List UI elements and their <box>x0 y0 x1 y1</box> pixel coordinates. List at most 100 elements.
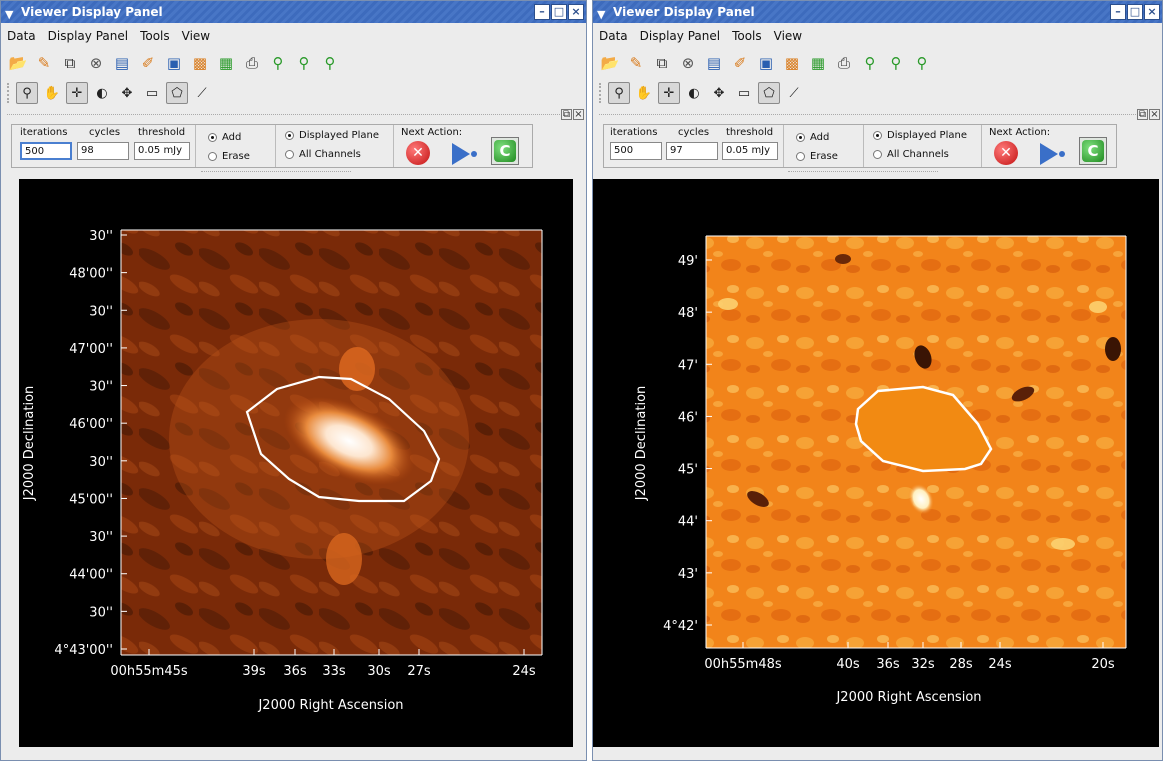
contrast-tool-icon[interactable]: ◐ <box>688 85 700 101</box>
position-tool-icon[interactable]: ✥ <box>713 85 725 101</box>
continue-clean-icon[interactable] <box>452 143 470 165</box>
dock-close-icon[interactable]: × <box>1149 109 1160 120</box>
print-icon[interactable]: ⎙ <box>837 54 850 72</box>
displayed-plane-radio-dot[interactable] <box>285 131 294 140</box>
toolbar-grip[interactable] <box>7 83 11 103</box>
float-icon[interactable]: ⧉ <box>1137 109 1148 120</box>
zoom-reset-icon[interactable]: ⚲ <box>916 54 928 72</box>
polyline-tool-icon[interactable]: ⟋ <box>197 85 207 101</box>
menu-tools[interactable]: Tools <box>140 29 170 43</box>
unload-icon[interactable]: ⊗ <box>89 54 103 72</box>
panel-options-icon[interactable]: ✐ <box>733 54 747 72</box>
iterations-field[interactable]: 500 <box>610 142 662 160</box>
all-channels-radio[interactable]: All Channels <box>285 149 361 160</box>
title-bar[interactable]: ▼ Viewer Display Panel – □ × <box>1 1 586 23</box>
all-channels-radio-dot[interactable] <box>873 150 882 159</box>
print-icon[interactable]: ⎙ <box>245 54 258 72</box>
zoom-out-icon[interactable]: ⚲ <box>890 54 902 72</box>
refresh-clean-icon[interactable]: C <box>491 137 519 165</box>
window-menu-icon[interactable]: ▼ <box>597 8 606 21</box>
polygon-region-icon[interactable]: ⬠ <box>166 82 188 104</box>
menu-display-panel[interactable]: Display Panel <box>639 29 721 43</box>
contrast-tool-icon[interactable]: ◐ <box>96 85 108 101</box>
open-folder-icon[interactable]: 📂 <box>600 54 620 72</box>
save-icon[interactable]: ▣ <box>758 54 774 72</box>
add-radio-dot[interactable] <box>208 133 217 142</box>
rectangle-region-icon[interactable]: ▭ <box>145 85 159 101</box>
stop-clean-icon[interactable]: ✕ <box>406 141 430 165</box>
maximize-icon[interactable]: □ <box>1127 4 1143 20</box>
erase-radio[interactable]: Erase <box>796 151 838 162</box>
displayed-plane-radio[interactable]: Displayed Plane <box>285 130 379 141</box>
dock-close-icon[interactable]: × <box>573 109 584 120</box>
polygon-region-icon[interactable]: ⬠ <box>758 82 780 104</box>
new-panel-icon[interactable]: ▤ <box>114 54 130 72</box>
erase-radio-dot[interactable] <box>208 152 217 161</box>
displayed-plane-radio[interactable]: Displayed Plane <box>873 130 967 141</box>
erase-radio[interactable]: Erase <box>208 151 250 162</box>
save-icon[interactable]: ▣ <box>166 54 182 72</box>
move-cross-icon[interactable]: ✛ <box>66 82 88 104</box>
adjust-wrench-icon[interactable]: ✎ <box>629 54 643 72</box>
threshold-label: threshold <box>138 127 186 138</box>
image-canvas[interactable]: 30'' 48'00'' 30'' 47'00'' 30'' 46'00'' 30'' 45'… <box>19 179 573 747</box>
zoom-tool-icon[interactable]: ⚲ <box>16 82 38 104</box>
minimize-icon[interactable]: – <box>534 4 550 20</box>
cycles-field[interactable]: 97 <box>666 142 718 160</box>
copy-panel-icon[interactable]: ⧉ <box>656 54 668 72</box>
zoom-reset-icon[interactable]: ⚲ <box>324 54 336 72</box>
erase-radio-dot[interactable] <box>796 152 805 161</box>
continue-clean-icon[interactable] <box>1040 143 1058 165</box>
image-plot[interactable]: 30'' 48'00'' 30'' 47'00'' 30'' 46'00'' 30'' 45'… <box>19 179 573 747</box>
add-radio-dot[interactable] <box>796 133 805 142</box>
move-cross-icon[interactable]: ✛ <box>658 82 680 104</box>
maximize-icon[interactable]: □ <box>551 4 567 20</box>
threshold-field[interactable]: 0.05 mJy <box>134 142 190 160</box>
image-plot[interactable]: 49' 48' 47' 46' 45' 44' 43' 4°42' 00h55m48s 40s 3… <box>593 179 1159 747</box>
zoom-tool-icon[interactable]: ⚲ <box>608 82 630 104</box>
iterations-field[interactable]: 500 <box>20 142 72 160</box>
stop-clean-icon[interactable]: ✕ <box>994 141 1018 165</box>
pan-hand-icon[interactable]: ✋ <box>635 85 653 101</box>
menu-display-panel[interactable]: Display Panel <box>47 29 129 43</box>
menu-data[interactable]: Data <box>599 29 628 43</box>
zoom-in-icon[interactable]: ⚲ <box>272 54 284 72</box>
adjust-wrench-icon[interactable]: ✎ <box>37 54 51 72</box>
restore-icon[interactable]: ▩ <box>192 54 208 72</box>
restore-icon[interactable]: ▩ <box>784 54 800 72</box>
cycles-field[interactable]: 98 <box>77 142 129 160</box>
all-channels-radio-dot[interactable] <box>285 150 294 159</box>
polyline-tool-icon[interactable]: ⟋ <box>789 85 799 101</box>
close-icon[interactable]: × <box>568 4 584 20</box>
menu-tools[interactable]: Tools <box>732 29 762 43</box>
title-bar[interactable]: ▼ Viewer Display Panel – □ × <box>593 1 1162 23</box>
refresh-clean-icon[interactable]: C <box>1079 137 1107 165</box>
threshold-field[interactable]: 0.05 mJy <box>722 142 778 160</box>
image-canvas[interactable]: 49' 48' 47' 46' 45' 44' 43' 4°42' 00h55m48s 40s 3… <box>593 179 1159 747</box>
unload-icon[interactable]: ⊗ <box>681 54 695 72</box>
add-radio[interactable]: Add <box>796 132 829 143</box>
open-folder-icon[interactable]: 📂 <box>8 54 28 72</box>
zoom-in-icon[interactable]: ⚲ <box>864 54 876 72</box>
menu-view[interactable]: View <box>181 29 211 43</box>
copy-panel-icon[interactable]: ⧉ <box>64 54 76 72</box>
export-icon[interactable]: ▦ <box>218 54 234 72</box>
menu-view[interactable]: View <box>773 29 803 43</box>
minimize-icon[interactable]: – <box>1110 4 1126 20</box>
new-panel-icon[interactable]: ▤ <box>706 54 722 72</box>
position-tool-icon[interactable]: ✥ <box>121 85 133 101</box>
panel-options-icon[interactable]: ✐ <box>141 54 155 72</box>
add-radio[interactable]: Add <box>208 132 241 143</box>
close-icon[interactable]: × <box>1144 4 1160 20</box>
export-icon[interactable]: ▦ <box>810 54 826 72</box>
bright-patch <box>1089 301 1107 313</box>
rectangle-region-icon[interactable]: ▭ <box>737 85 751 101</box>
toolbar-grip[interactable] <box>599 83 603 103</box>
pan-hand-icon[interactable]: ✋ <box>43 85 61 101</box>
window-menu-icon[interactable]: ▼ <box>5 8 14 21</box>
float-icon[interactable]: ⧉ <box>561 109 572 120</box>
menu-data[interactable]: Data <box>7 29 36 43</box>
zoom-out-icon[interactable]: ⚲ <box>298 54 310 72</box>
displayed-plane-radio-dot[interactable] <box>873 131 882 140</box>
all-channels-radio[interactable]: All Channels <box>873 149 949 160</box>
